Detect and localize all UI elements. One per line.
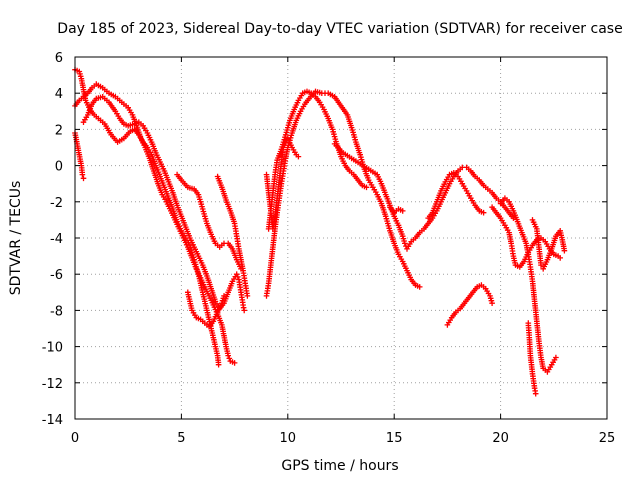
series-track-14 [444, 282, 495, 328]
data-point [235, 274, 241, 280]
data-point [532, 390, 539, 397]
series-track-7 [214, 173, 251, 299]
series-track-10 [263, 135, 302, 232]
data-point [399, 208, 406, 214]
series-track-12 [425, 170, 487, 221]
data-point [561, 247, 568, 254]
y-tick-label: 4 [55, 87, 63, 102]
data-point [233, 271, 240, 277]
data-point [231, 360, 238, 366]
series-track-6 [185, 289, 227, 330]
y-tick-label: 0 [55, 160, 63, 175]
x-tick-label: 0 [71, 431, 79, 446]
data-point [480, 209, 487, 216]
series-track-16 [497, 195, 559, 375]
data-point [557, 255, 563, 261]
data-point [416, 284, 423, 290]
data-point [402, 240, 408, 247]
data-point [538, 262, 544, 268]
y-tick-label: -2 [50, 196, 63, 211]
x-tick-label: 5 [177, 431, 185, 446]
y-tick-label: -6 [50, 268, 63, 283]
y-tick-label: -8 [50, 304, 63, 319]
series-track-4 [80, 94, 247, 314]
data-point [226, 355, 233, 362]
series-track-1 [72, 66, 222, 368]
series-track-2 [72, 130, 87, 182]
series-track-5 [174, 171, 244, 272]
x-tick-label: 20 [492, 431, 509, 446]
y-tick-label: -10 [42, 341, 63, 356]
y-axis-ticks: -14 -12 -10 -8 -6 -4 -2 0 2 4 6 [42, 51, 607, 428]
y-axis-label: SDTVAR / TECUs [8, 181, 24, 296]
series-track-18 [529, 217, 568, 272]
y-tick-label: -14 [42, 413, 63, 428]
data-point [225, 352, 231, 359]
data-point [244, 293, 251, 299]
series-track-3 [72, 81, 238, 366]
grid-lines [75, 57, 607, 419]
data-point [489, 300, 495, 306]
x-tick-label: 25 [599, 431, 616, 446]
data-point [221, 293, 227, 299]
x-axis-ticks: 0 5 10 15 20 25 [71, 57, 615, 446]
data-point [295, 153, 302, 160]
x-tick-label: 10 [280, 431, 297, 446]
y-tick-label: -12 [42, 377, 63, 392]
data-point [79, 171, 86, 178]
data-point [80, 175, 87, 182]
x-axis-label: GPS time / hours [281, 458, 398, 474]
data-point [215, 361, 222, 368]
data-point [553, 354, 559, 361]
x-tick-label: 15 [386, 431, 403, 446]
chart-title: Day 185 of 2023, Sidereal Day-to-day VTE… [57, 21, 622, 37]
data-series [72, 66, 568, 397]
data-point [241, 307, 247, 314]
y-tick-label: 2 [55, 123, 63, 138]
y-tick-label: -4 [50, 232, 63, 247]
y-tick-label: 6 [55, 51, 63, 66]
data-point [363, 184, 370, 191]
series-track-13 [387, 204, 406, 216]
series-track-17 [525, 320, 539, 397]
